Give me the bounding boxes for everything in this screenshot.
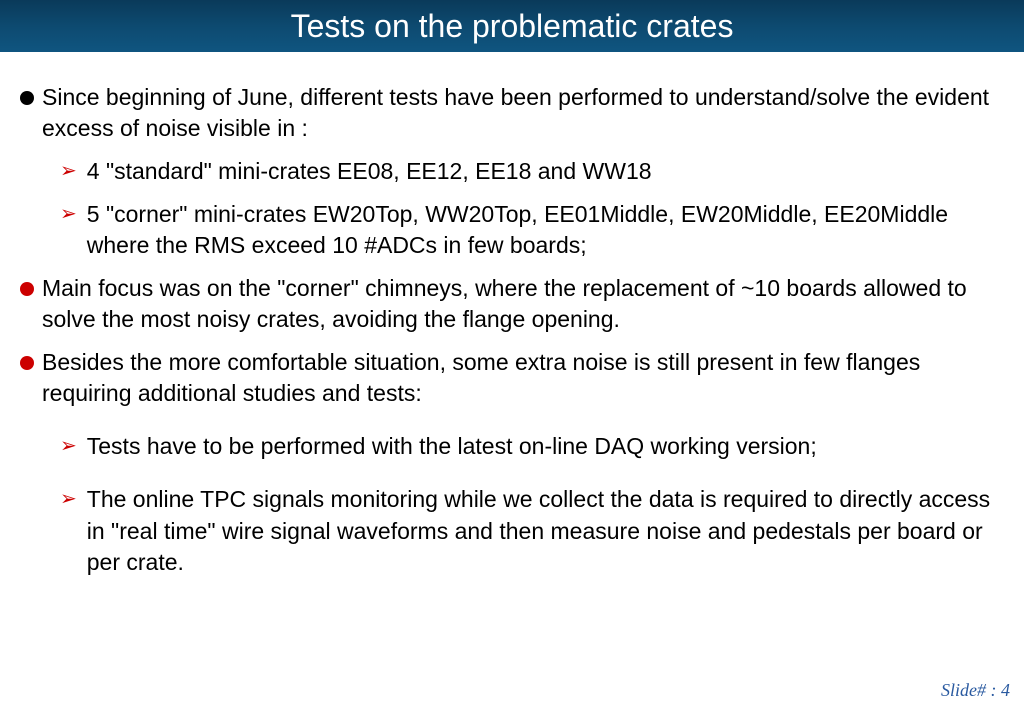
bullet-1-text: Since beginning of June, different tests… — [42, 82, 1004, 144]
chevron-icon: ➢ — [60, 433, 77, 462]
bullet-1-sub-2: ➢ 5 "corner" mini-crates EW20Top, WW20To… — [60, 199, 1004, 261]
bullet-2-text: Main focus was on the "corner" chimneys,… — [42, 273, 1004, 335]
bullet-3: Besides the more comfortable situation, … — [20, 347, 1004, 409]
slide-content: Since beginning of June, different tests… — [0, 52, 1024, 578]
bullet-1-sub-2-text: 5 "corner" mini-crates EW20Top, WW20Top,… — [87, 199, 1004, 261]
bullet-2: Main focus was on the "corner" chimneys,… — [20, 273, 1004, 335]
disc-bullet-icon — [20, 91, 34, 105]
chevron-icon: ➢ — [60, 158, 77, 187]
bullet-3-text: Besides the more comfortable situation, … — [42, 347, 1004, 409]
bullet-1-sub-1: ➢ 4 "standard" mini-crates EE08, EE12, E… — [60, 156, 1004, 187]
chevron-icon: ➢ — [60, 486, 77, 577]
bullet-1-sub-1-text: 4 "standard" mini-crates EE08, EE12, EE1… — [87, 156, 1004, 187]
slide-title: Tests on the problematic crates — [0, 0, 1024, 52]
disc-bullet-icon — [20, 282, 34, 296]
bullet-1: Since beginning of June, different tests… — [20, 82, 1004, 144]
disc-bullet-icon — [20, 356, 34, 370]
bullet-3-sub-1: ➢ Tests have to be performed with the la… — [60, 431, 1004, 462]
bullet-3-sub-2-text: The online TPC signals monitoring while … — [87, 484, 1004, 577]
bullet-3-sub-1-text: Tests have to be performed with the late… — [87, 431, 1004, 462]
bullet-3-sub-2: ➢ The online TPC signals monitoring whil… — [60, 484, 1004, 577]
chevron-icon: ➢ — [60, 201, 77, 261]
slide-number: Slide# : 4 — [941, 680, 1010, 701]
